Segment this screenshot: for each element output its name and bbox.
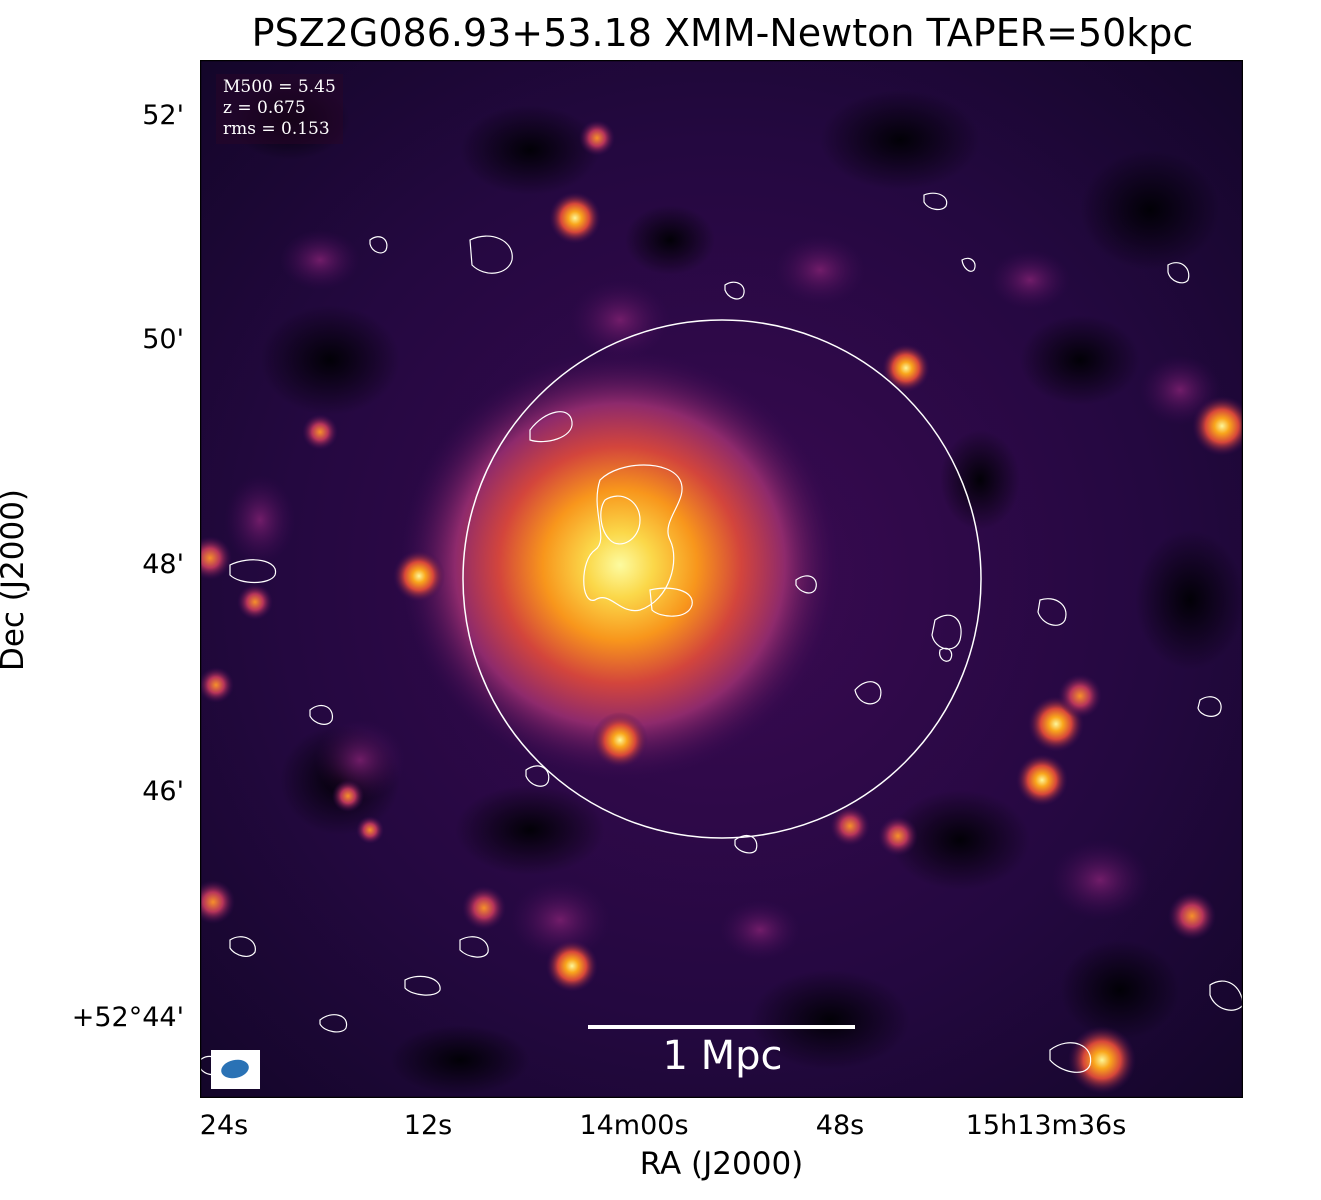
r500-circle [462,319,982,839]
x-tick-label: 24s [199,1110,249,1141]
rms-value: rms = 0.153 [223,119,330,139]
y-tick-label: 52' [142,100,184,131]
cluster-emission [400,350,840,780]
x-axis-label: RA (J2000) [639,1146,804,1182]
info-box: M500 = 5.45 z = 0.675 rms = 0.153 [216,74,343,144]
m500-value: M500 = 5.45 [223,77,336,97]
x-tick-label: 15h13m36s [965,1110,1127,1141]
y-axis-label: Dec (J2000) [0,488,31,672]
point-sources [200,120,1243,1094]
noise-dark-patches [230,80,1243,1095]
y-tick-label: +52°44' [71,1002,184,1033]
radio-contours [200,192,1243,1076]
scale-bar-label: 1 Mpc [662,1033,783,1079]
x-tick-label: 14m00s [579,1110,689,1141]
plot-title: PSZ2G086.93+53.18 XMM-Newton TAPER=50kpc [251,11,1194,55]
y-tick-label: 46' [142,776,184,807]
x-tick-label: 12s [403,1110,453,1141]
beam-inset [211,1050,260,1089]
plot-frame [200,60,1243,1098]
beam-ellipse-icon [219,1057,251,1081]
redshift-value: z = 0.675 [223,98,306,118]
xray-image-panel [200,60,1243,1098]
noise-purple-patches [225,230,1220,960]
x-tick-label: 48s [815,1110,865,1141]
y-tick-label: 48' [142,549,184,580]
y-tick-label: 50' [142,324,184,355]
